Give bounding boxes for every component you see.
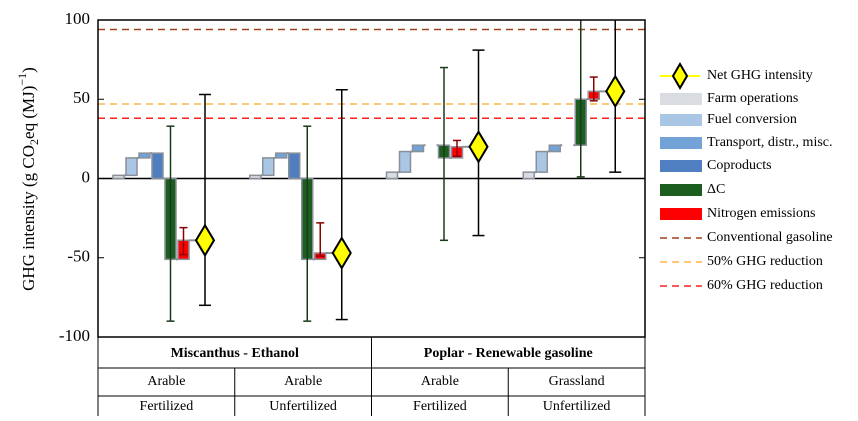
y-label-part: ) (19, 67, 38, 73)
bar (249, 174, 262, 180)
legend-swatch (660, 137, 702, 149)
legend-label: 60% GHG reduction (707, 278, 823, 293)
legend-label: Transport, distr., misc. (707, 135, 833, 150)
legend-label: Nitrogen emissions (707, 206, 816, 221)
y-tick-label: -50 (67, 247, 90, 266)
fert-label: Fertilized (413, 399, 467, 414)
net-marker (331, 236, 352, 270)
legend-label: Fuel conversion (707, 112, 797, 127)
bar (262, 157, 275, 177)
bar (411, 144, 425, 153)
legend-marker (671, 62, 689, 90)
bar (398, 150, 412, 173)
bar (125, 157, 138, 177)
legend-swatch (660, 93, 702, 105)
land-label: Arable (284, 374, 322, 389)
y-tick-label: -100 (59, 326, 90, 345)
y-label-part: eq (MJ) (19, 86, 38, 139)
bar (112, 174, 125, 180)
net-marker (605, 74, 626, 109)
fert-label: Unfertilized (543, 399, 611, 414)
bar (548, 144, 561, 153)
legend-swatch (660, 184, 702, 196)
bar (138, 152, 151, 159)
bar (151, 152, 164, 180)
net-marker (468, 129, 489, 164)
land-label: Grassland (549, 374, 605, 389)
group-label: Poplar - Renewable gasoline (424, 346, 593, 361)
legend-label: Conventional gasoline (707, 230, 833, 245)
net-marker (194, 223, 216, 258)
legend-label: Net GHG intensity (707, 68, 813, 83)
legend-swatch (660, 208, 702, 220)
land-label: Arable (421, 374, 459, 389)
y-tick-label: 100 (65, 9, 91, 28)
legend-label: ΔC (707, 182, 725, 197)
legend-label: Farm operations (707, 91, 798, 106)
land-label: Arable (147, 374, 185, 389)
y-axis-label: GHG intensity (g CO2eq (MJ)−1) (15, 67, 41, 291)
y-label-sub: 2 (27, 139, 41, 145)
y-tick-label: 0 (82, 167, 91, 186)
bar (385, 171, 399, 180)
bar (535, 150, 548, 173)
fert-label: Fertilized (140, 399, 194, 414)
bar (522, 171, 535, 180)
y-label-sup: −1 (15, 73, 29, 86)
legend-swatch (660, 160, 702, 172)
group-label: Miscanthus - Ethanol (171, 346, 299, 361)
legend-label: 50% GHG reduction (707, 254, 823, 269)
bar (275, 152, 288, 159)
y-label-part: GHG intensity (g CO (19, 145, 38, 291)
y-tick-label: 50 (73, 88, 90, 107)
fert-label: Unfertilized (269, 399, 337, 414)
bar (288, 152, 301, 180)
legend-swatch (660, 114, 702, 126)
legend-label: Coproducts (707, 158, 772, 173)
